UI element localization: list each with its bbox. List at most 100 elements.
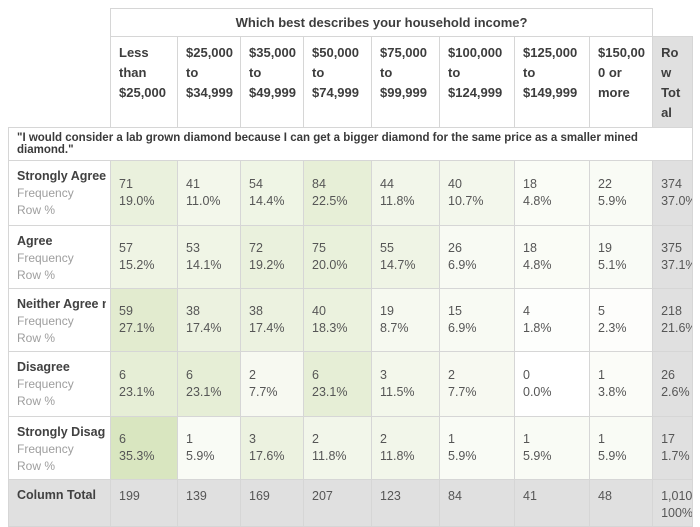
corner-spacer xyxy=(8,8,111,37)
cell: 1 5.9% xyxy=(177,416,241,480)
row-total-cell: 17 1.7% xyxy=(652,416,694,480)
cell-rowpct: 18.3% xyxy=(312,321,348,335)
cell: 38 17.4% xyxy=(177,288,241,352)
cell: 22 5.9% xyxy=(588,160,654,226)
cell: 4 1.8% xyxy=(514,288,590,352)
frequency-sublabel: Frequency xyxy=(17,314,74,328)
column-header: Less than $25,000 xyxy=(110,36,178,128)
column-header: $125,000 to $149,999 xyxy=(514,36,590,128)
cell-rowpct: 5.9% xyxy=(186,449,215,463)
cell: 57 15.2% xyxy=(110,225,178,289)
cell-rowpct: 4.8% xyxy=(523,194,552,208)
cell-rowpct: 6.9% xyxy=(448,258,477,272)
cell-rowpct: 0.0% xyxy=(523,385,552,399)
rowpct-sublabel: Row % xyxy=(17,331,56,345)
row-total-cell: 375 37.1% xyxy=(652,225,694,289)
cell-rowpct: 23.1% xyxy=(119,385,155,399)
frequency-sublabel: Frequency xyxy=(17,442,74,456)
question-header-row: Which best describes your household inco… xyxy=(8,8,693,37)
column-header: $75,000 to $99,999 xyxy=(371,36,440,128)
cell-frequency: 55 xyxy=(380,241,394,255)
cell-rowpct: 11.0% xyxy=(186,194,221,208)
cell-frequency: 4 xyxy=(523,304,530,318)
cell-frequency: 26 xyxy=(448,241,462,255)
cell-frequency: 2 xyxy=(380,432,387,446)
cell-rowpct: 11.5% xyxy=(380,385,415,399)
cell: 1 5.9% xyxy=(514,416,590,480)
frequency-sublabel: Frequency xyxy=(17,186,74,200)
cell-rowpct: 17.4% xyxy=(249,321,285,335)
corner-spacer-right xyxy=(652,8,693,37)
cell-rowpct: 27.1% xyxy=(119,321,155,335)
cell-rowpct: 10.7% xyxy=(448,194,484,208)
cell-frequency: 84 xyxy=(312,177,326,191)
rowpct-sublabel: Row % xyxy=(17,394,56,408)
cell-frequency: 2 xyxy=(249,368,256,382)
cell-frequency: 6 xyxy=(119,368,126,382)
cell-rowpct: 11.8% xyxy=(380,449,415,463)
cell-rowpct: 5.9% xyxy=(598,449,627,463)
frequency-sublabel: Frequency xyxy=(17,251,74,265)
row-label-cell: Neither Agree no... Frequency Row % xyxy=(8,288,111,352)
column-total-cell: 41 xyxy=(514,479,590,527)
cell: 41 11.0% xyxy=(177,160,241,226)
cell: 18 4.8% xyxy=(514,160,590,226)
row-total-cell: 218 21.6% xyxy=(652,288,694,352)
cell: 19 5.1% xyxy=(588,225,654,289)
cell-frequency: 57 xyxy=(119,241,133,255)
row-label: Agree xyxy=(17,234,53,248)
cell: 6 23.1% xyxy=(110,351,178,417)
column-total-cell: 169 xyxy=(240,479,304,527)
crosstab-table: Which best describes your household inco… xyxy=(7,8,694,527)
cell-rowpct: 17.4% xyxy=(186,321,222,335)
column-header: $35,000 to $49,999 xyxy=(240,36,304,128)
cell: 54 14.4% xyxy=(240,160,304,226)
cell-frequency: 38 xyxy=(249,304,263,318)
cell-frequency: 6 xyxy=(119,432,126,446)
cell-rowpct: 8.7% xyxy=(380,321,409,335)
cell-frequency: 1 xyxy=(186,432,193,446)
cell: 6 35.3% xyxy=(110,416,178,480)
column-total-cell: 123 xyxy=(371,479,440,527)
column-total-row: Column Total 199 139 169 207 123 84 41 4… xyxy=(8,479,694,527)
cell-frequency: 5 xyxy=(598,304,605,318)
column-header-row: Less than $25,000 $25,000 to $34,999 $35… xyxy=(8,36,694,128)
cell: 1 3.8% xyxy=(588,351,654,417)
row-total-cell: 374 37.0% xyxy=(652,160,694,226)
cell: 71 19.0% xyxy=(110,160,178,226)
row-label-cell: Strongly Agree Frequency Row % xyxy=(8,160,111,226)
column-header: $25,000 to $34,999 xyxy=(177,36,241,128)
cell-rowpct: 5.9% xyxy=(598,194,627,208)
cell-rowpct: 17.6% xyxy=(249,449,285,463)
cell: 6 23.1% xyxy=(177,351,241,417)
cell-frequency: 26 xyxy=(661,368,675,382)
cell-frequency: 19 xyxy=(598,241,612,255)
cell-rowpct: 23.1% xyxy=(312,385,348,399)
cell-frequency: 0 xyxy=(523,368,530,382)
cell-frequency: 54 xyxy=(249,177,263,191)
cell-rowpct: 6.9% xyxy=(448,321,477,335)
cell-rowpct: 14.1% xyxy=(186,258,222,272)
income-crosstab: Which best describes your household inco… xyxy=(7,8,694,527)
column-total-cell: 139 xyxy=(177,479,241,527)
cell-frequency: 71 xyxy=(119,177,133,191)
cell: 84 22.5% xyxy=(303,160,372,226)
row-label: Disagree xyxy=(17,360,70,374)
cell-frequency: 18 xyxy=(523,241,537,255)
cell-rowpct: 23.1% xyxy=(186,385,222,399)
cell: 3 11.5% xyxy=(371,351,440,417)
cell: 72 19.2% xyxy=(240,225,304,289)
grand-total-cell: 1,010 100% xyxy=(652,479,694,527)
cell-rowpct: 37.1% xyxy=(661,258,692,272)
statement-text: "I would consider a lab grown diamond be… xyxy=(7,127,694,161)
row-label: Strongly Disagree xyxy=(17,425,106,439)
cell-rowpct: 14.7% xyxy=(380,258,416,272)
cell-rowpct: 5.9% xyxy=(523,449,552,463)
cell-rowpct: 11.8% xyxy=(380,194,415,208)
cell: 26 6.9% xyxy=(439,225,515,289)
cell-frequency: 375 xyxy=(661,241,682,255)
cell-frequency: 41 xyxy=(186,177,200,191)
cell-rowpct: 1.7% xyxy=(661,449,690,463)
cell: 38 17.4% xyxy=(240,288,304,352)
table-row: Neither Agree no... Frequency Row % 59 27… xyxy=(8,288,694,352)
